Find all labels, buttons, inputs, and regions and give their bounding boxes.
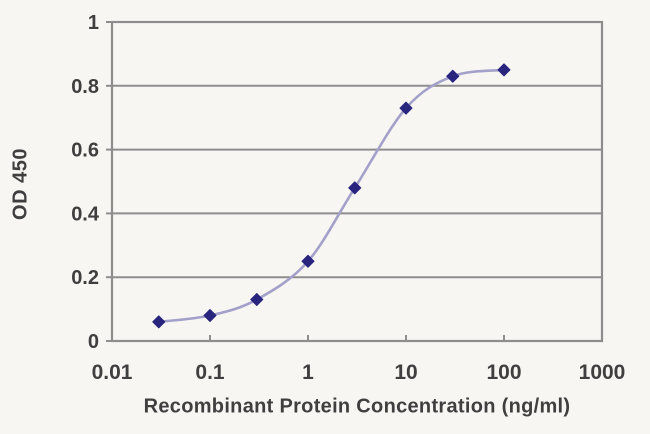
x-tick-label-1: 1: [302, 361, 314, 384]
x-tick-label-100: 100: [486, 361, 521, 384]
data-point-marker-0.1: [203, 308, 217, 322]
x-tick-label-1000: 1000: [579, 361, 626, 384]
y-tick-label-1: 1: [88, 12, 99, 34]
data-point-marker-30: [446, 69, 460, 83]
data-point-marker-0.03: [152, 315, 166, 329]
series-line: [158, 68, 505, 324]
x-tick-label-0.1: 0.1: [195, 361, 225, 384]
y-tick-label-0.4: 0.4: [71, 203, 100, 225]
y-tick-label-0.8: 0.8: [71, 76, 99, 98]
y-tick-label-0.2: 0.2: [71, 267, 99, 289]
data-point-marker-3: [348, 181, 362, 195]
x-tick-label-0.01: 0.01: [92, 361, 133, 384]
y-tick-label-0: 0: [88, 331, 99, 353]
data-point-marker-1: [301, 254, 315, 268]
plot-frame: [110, 20, 604, 343]
data-point-marker-10: [399, 101, 413, 115]
x-tick-label-10: 10: [394, 361, 417, 384]
x-axis-title: Recombinant Protein Concentration (ng/ml…: [143, 395, 571, 418]
y-tick-label-0.6: 0.6: [71, 140, 99, 162]
data-point-marker-100: [497, 63, 511, 77]
data-point-marker-0.3: [250, 293, 264, 307]
y-axis-title: OD 450: [9, 148, 32, 220]
